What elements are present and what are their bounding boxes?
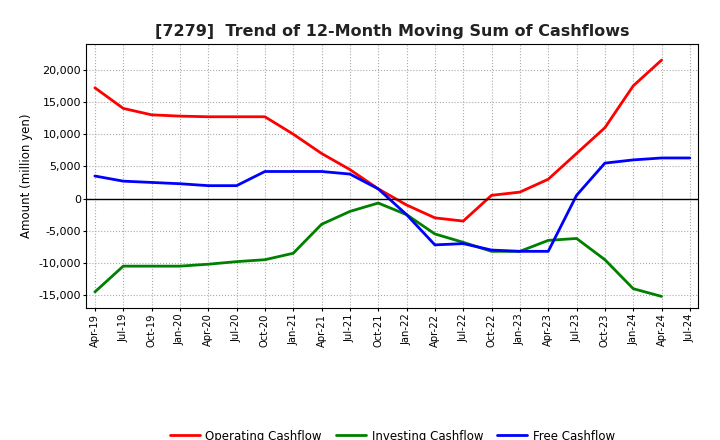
- Operating Cashflow: [402, 202, 411, 208]
- Operating Cashflow: [459, 218, 467, 224]
- Investing Cashflow: [629, 286, 637, 291]
- Operating Cashflow: [204, 114, 212, 119]
- Investing Cashflow: [459, 240, 467, 245]
- Legend: Operating Cashflow, Investing Cashflow, Free Cashflow: Operating Cashflow, Investing Cashflow, …: [166, 425, 619, 440]
- Investing Cashflow: [346, 209, 354, 214]
- Investing Cashflow: [487, 249, 496, 254]
- Investing Cashflow: [261, 257, 269, 262]
- Free Cashflow: [600, 161, 609, 166]
- Free Cashflow: [176, 181, 184, 187]
- Free Cashflow: [685, 155, 694, 161]
- Free Cashflow: [374, 186, 382, 191]
- Operating Cashflow: [91, 85, 99, 91]
- Operating Cashflow: [629, 83, 637, 88]
- Free Cashflow: [431, 242, 439, 248]
- Line: Investing Cashflow: Investing Cashflow: [95, 203, 662, 297]
- Operating Cashflow: [572, 151, 581, 156]
- Investing Cashflow: [119, 264, 127, 269]
- Free Cashflow: [657, 155, 666, 161]
- Free Cashflow: [487, 247, 496, 253]
- Free Cashflow: [91, 173, 99, 179]
- Investing Cashflow: [176, 264, 184, 269]
- Operating Cashflow: [374, 186, 382, 191]
- Free Cashflow: [148, 180, 156, 185]
- Investing Cashflow: [657, 294, 666, 299]
- Free Cashflow: [459, 241, 467, 246]
- Investing Cashflow: [572, 236, 581, 241]
- Investing Cashflow: [600, 257, 609, 262]
- Investing Cashflow: [544, 238, 552, 243]
- Free Cashflow: [233, 183, 241, 188]
- Operating Cashflow: [261, 114, 269, 119]
- Operating Cashflow: [600, 125, 609, 130]
- Operating Cashflow: [487, 193, 496, 198]
- Line: Free Cashflow: Free Cashflow: [95, 158, 690, 251]
- Free Cashflow: [318, 169, 326, 174]
- Title: [7279]  Trend of 12-Month Moving Sum of Cashflows: [7279] Trend of 12-Month Moving Sum of C…: [155, 24, 630, 39]
- Free Cashflow: [516, 249, 524, 254]
- Free Cashflow: [289, 169, 297, 174]
- Investing Cashflow: [233, 259, 241, 264]
- Investing Cashflow: [91, 289, 99, 294]
- Free Cashflow: [402, 212, 411, 217]
- Operating Cashflow: [346, 167, 354, 172]
- Free Cashflow: [346, 172, 354, 177]
- Operating Cashflow: [233, 114, 241, 119]
- Operating Cashflow: [148, 112, 156, 117]
- Investing Cashflow: [204, 261, 212, 267]
- Investing Cashflow: [318, 222, 326, 227]
- Investing Cashflow: [289, 251, 297, 256]
- Free Cashflow: [119, 179, 127, 184]
- Operating Cashflow: [544, 176, 552, 182]
- Investing Cashflow: [431, 231, 439, 237]
- Investing Cashflow: [148, 264, 156, 269]
- Operating Cashflow: [289, 132, 297, 137]
- Operating Cashflow: [318, 151, 326, 156]
- Operating Cashflow: [176, 114, 184, 119]
- Operating Cashflow: [657, 58, 666, 63]
- Investing Cashflow: [374, 200, 382, 205]
- Operating Cashflow: [431, 215, 439, 220]
- Free Cashflow: [544, 249, 552, 254]
- Free Cashflow: [572, 193, 581, 198]
- Y-axis label: Amount (million yen): Amount (million yen): [19, 114, 33, 238]
- Free Cashflow: [261, 169, 269, 174]
- Free Cashflow: [204, 183, 212, 188]
- Operating Cashflow: [516, 190, 524, 195]
- Free Cashflow: [629, 157, 637, 162]
- Operating Cashflow: [119, 106, 127, 111]
- Investing Cashflow: [516, 249, 524, 254]
- Line: Operating Cashflow: Operating Cashflow: [95, 60, 662, 221]
- Investing Cashflow: [402, 212, 411, 217]
